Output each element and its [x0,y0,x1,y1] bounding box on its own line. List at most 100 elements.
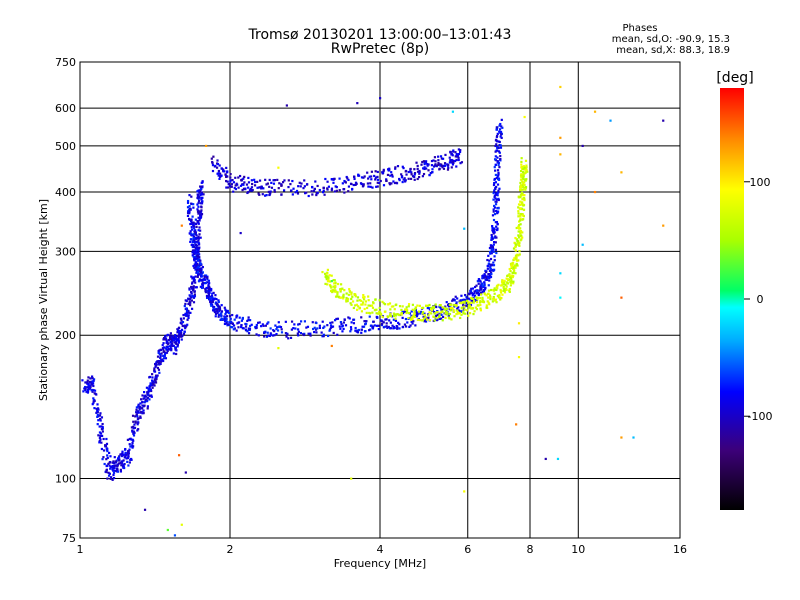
data-point [258,186,261,189]
data-point [512,274,515,278]
data-point [198,258,201,261]
data-point [196,208,199,211]
data-point [198,226,201,229]
data-point [525,178,528,181]
data-point [449,151,452,154]
data-point [495,193,498,196]
data-point [224,311,228,314]
data-point [368,329,371,332]
data-point [517,259,520,262]
data-point [448,161,451,164]
data-point [92,384,95,388]
data-point [281,181,285,184]
data-point [274,324,277,327]
data-point [498,166,501,169]
data-point [522,165,526,168]
data-point [102,449,106,452]
data-point [196,256,200,259]
data-point [108,464,111,467]
data-point [495,192,498,195]
data-point [114,469,117,472]
data-point [503,289,506,292]
data-point [441,315,445,318]
data-point [110,466,113,469]
data-point [480,282,483,285]
data-point [344,181,347,184]
data-point [314,328,318,331]
data-point [240,319,244,322]
data-point [156,366,159,370]
data-point [433,315,436,318]
data-point [330,289,333,293]
data-point [378,306,381,310]
data-point [283,179,286,182]
data-point [225,175,228,178]
data-point [165,340,169,343]
data-point [453,315,456,318]
data-point [458,300,461,303]
data-point [350,297,353,301]
data-point [169,335,172,338]
data-point [349,330,352,333]
data-point [431,171,434,174]
data-point [396,313,399,316]
data-point [494,221,497,224]
data-point [217,314,221,317]
data-point [482,275,485,278]
y-tick-label: 600 [55,102,76,115]
data-point [204,290,207,293]
data-point [438,315,441,318]
data-point [169,332,172,335]
data-point [404,308,407,311]
data-point [262,324,265,327]
data-point [347,297,350,301]
data-point [126,438,130,441]
data-point [239,231,242,235]
data-point [275,328,278,331]
data-point [381,320,384,323]
data-point [85,390,88,393]
data-point [506,274,509,277]
data-point [198,233,201,236]
data-point [395,181,398,184]
data-point [473,300,476,303]
data-point [501,293,504,296]
data-point [493,255,496,258]
data-point [465,302,468,305]
data-point [247,186,250,189]
data-point [223,306,226,309]
data-point [420,319,423,322]
data-point [89,381,92,384]
data-point [100,416,104,419]
data-point [266,322,269,325]
data-point [427,304,430,307]
data-point [491,300,494,303]
data-point [464,293,467,297]
data-point [559,85,562,89]
data-point [206,276,209,280]
data-point [377,327,380,331]
data-point [497,207,500,210]
data-point [176,345,179,348]
data-point [363,175,366,178]
data-point [512,282,515,285]
data-point [392,327,395,330]
data-point [127,464,130,467]
data-point [188,194,191,197]
data-point [240,324,243,327]
data-point [402,311,405,315]
data-point [520,191,524,195]
data-point [471,294,474,297]
data-point [217,299,220,302]
data-point [458,150,462,154]
data-point [186,199,190,203]
data-point [457,153,461,156]
data-point [492,198,495,201]
data-point [261,193,264,196]
data-point [486,278,489,282]
data-point [162,348,165,351]
data-point [158,371,161,374]
data-point [181,320,185,324]
data-point [407,311,411,315]
data-point [200,286,204,290]
